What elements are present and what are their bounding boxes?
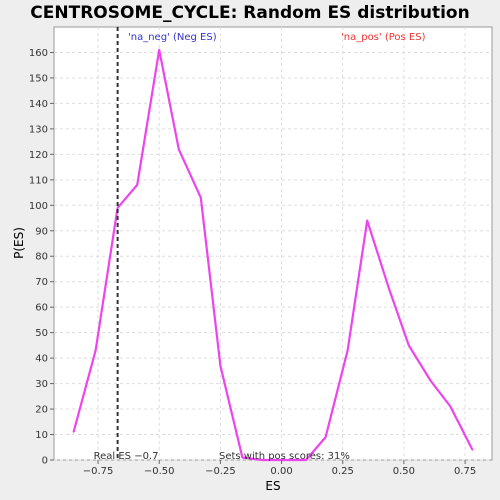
y-tick-label: 150 <box>29 73 48 84</box>
x-tick-label: 0.75 <box>454 466 476 477</box>
neg-es-label: 'na_neg' (Neg ES) <box>128 32 217 43</box>
grid-lines <box>54 27 492 461</box>
y-tick-label: 80 <box>35 252 48 263</box>
data-point <box>72 431 75 433</box>
x-tick-label: 0.50 <box>393 466 415 477</box>
plot-area <box>53 26 493 461</box>
data-point <box>388 288 391 291</box>
data-point <box>305 459 307 461</box>
y-axis-label: P(ES) <box>12 227 26 259</box>
y-tick-label: 100 <box>29 201 48 212</box>
data-point <box>430 380 432 382</box>
y-tick-label: 110 <box>29 175 48 186</box>
y-tick-label: 10 <box>35 430 48 441</box>
sets-pos-scores-note: Sets with pos scores: 31% <box>219 451 350 462</box>
data-point <box>346 349 349 352</box>
x-tick-label: 0.00 <box>270 466 292 477</box>
y-tick-label: 120 <box>29 150 48 161</box>
data-point <box>116 207 119 209</box>
y-tick-label: 70 <box>35 277 48 288</box>
data-point <box>219 364 222 367</box>
y-tick-label: 0 <box>42 456 48 467</box>
y-axis: 0 10 20 30 40 50 60 70 80 90 100 110 120 130 140 150 160 <box>29 48 54 467</box>
data-point <box>449 405 452 408</box>
y-tick-label: 60 <box>35 303 48 314</box>
data-point <box>177 148 180 151</box>
x-tick-label: 0.25 <box>332 466 354 477</box>
y-tick-label: 160 <box>29 48 48 59</box>
y-tick-label: 40 <box>35 354 48 365</box>
data-point <box>366 219 369 222</box>
data-point <box>158 49 161 51</box>
x-tick-label: −0.75 <box>83 466 114 477</box>
real-es-label: Real ES −0.7 <box>94 451 159 462</box>
pos-es-label: 'na_pos' (Pos ES) <box>341 32 426 43</box>
y-tick-label: 90 <box>35 226 48 237</box>
y-tick-label: 20 <box>35 405 48 416</box>
x-axis: −0.75 −0.50 −0.25 0.00 0.25 0.50 0.75 <box>83 460 476 477</box>
y-tick-label: 30 <box>35 379 48 390</box>
y-tick-label: 140 <box>29 99 48 110</box>
y-tick-label: 130 <box>29 124 48 135</box>
x-axis-label: ES <box>265 479 280 493</box>
data-point <box>324 436 327 438</box>
data-point <box>200 196 202 199</box>
series-line <box>72 48 474 462</box>
series-layer <box>72 48 474 462</box>
data-point <box>136 184 138 186</box>
y-tick-label: 50 <box>35 328 48 339</box>
data-point <box>241 456 244 459</box>
x-tick-label: −0.50 <box>144 466 175 477</box>
real-es-layer: Real ES −0.7 <box>94 27 159 462</box>
data-point <box>471 449 474 451</box>
data-point <box>261 459 263 461</box>
x-tick-label: −0.25 <box>205 466 236 477</box>
data-point <box>94 349 97 352</box>
data-point <box>408 344 410 347</box>
chart-title: CENTROSOME_CYCLE: Random ES distribution <box>30 3 469 23</box>
data-point <box>283 459 285 461</box>
